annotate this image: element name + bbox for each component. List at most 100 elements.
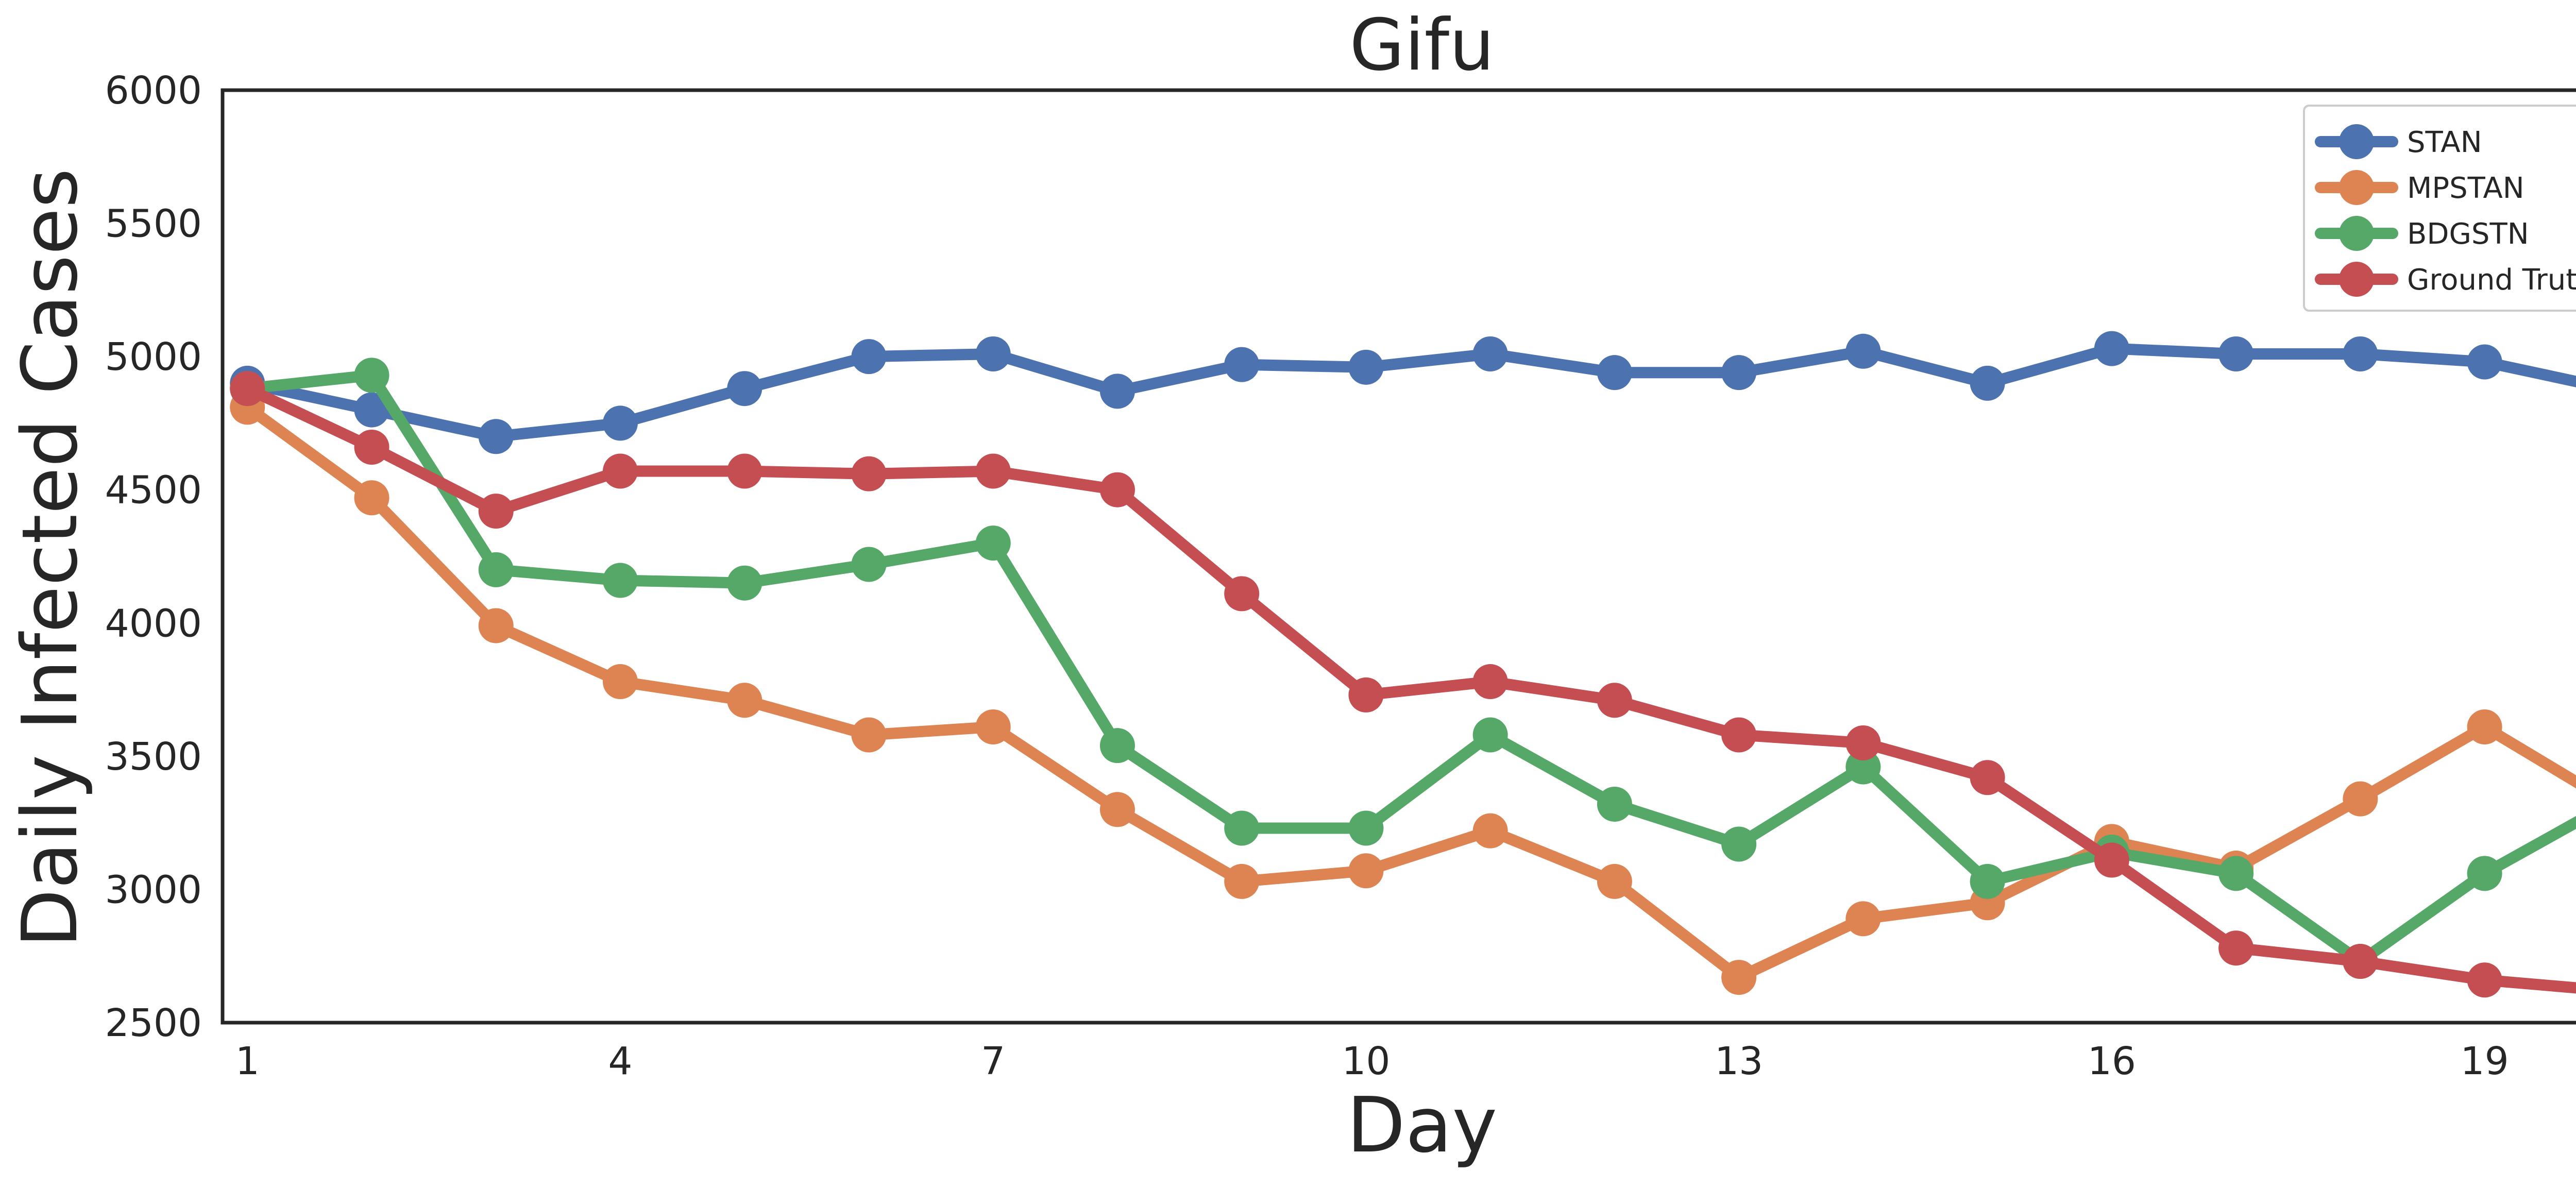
- data-point: [975, 525, 1011, 561]
- legend-label: MPSTAN: [2407, 172, 2524, 205]
- y-tick-label: 2500: [105, 1001, 202, 1045]
- x-tick-label: 19: [2461, 1039, 2509, 1083]
- x-tick-label: 13: [1715, 1039, 1763, 1083]
- data-point: [1099, 472, 1135, 507]
- data-point: [2094, 331, 2129, 366]
- y-tick-label: 4000: [105, 601, 202, 646]
- data-point: [602, 664, 638, 700]
- data-point: [602, 453, 638, 489]
- legend-box: [2303, 105, 2576, 312]
- data-point: [1099, 792, 1135, 827]
- data-point: [354, 358, 389, 393]
- data-point: [1224, 863, 1260, 899]
- data-point: [975, 709, 1011, 744]
- data-point: [2218, 930, 2254, 966]
- legend-marker: [2339, 124, 2374, 159]
- y-tick-label: 6000: [105, 69, 202, 113]
- data-point: [727, 565, 762, 601]
- data-point: [354, 480, 389, 516]
- data-point: [478, 494, 514, 529]
- x-tick-label: 10: [1342, 1039, 1390, 1083]
- data-point: [1348, 810, 1384, 846]
- data-point: [1597, 355, 1632, 391]
- data-point: [1721, 355, 1757, 391]
- data-point: [2094, 842, 2129, 878]
- series-ground-truth: [230, 371, 2576, 998]
- data-point: [1970, 863, 2005, 899]
- data-point: [851, 456, 887, 491]
- data-point: [478, 608, 514, 643]
- legend-marker: [2339, 170, 2374, 205]
- data-point: [230, 371, 265, 406]
- data-point: [2343, 336, 2378, 371]
- series-line: [242, 383, 2576, 994]
- data-point: [1597, 786, 1632, 822]
- legend-label: STAN: [2407, 126, 2482, 159]
- data-point: [2467, 709, 2502, 744]
- plot-frame: [221, 88, 2576, 1025]
- data-point: [1472, 336, 1508, 371]
- x-tick-label: 1: [235, 1039, 260, 1083]
- data-point: [1224, 810, 1260, 846]
- y-axis-label: Daily Infected Cases: [6, 168, 94, 948]
- axis-ticks: 1 4 7 10 13 16 19 2500 3000 3500 4000 4500 5000 5500 6…: [105, 69, 2509, 1083]
- y-tick-label: 4500: [105, 468, 202, 513]
- series-line: [242, 401, 2576, 983]
- data-point: [2218, 856, 2254, 891]
- data-point: [602, 563, 638, 598]
- data-point: [478, 552, 514, 587]
- data-point: [1472, 717, 1508, 753]
- y-tick-label: 3000: [105, 868, 202, 912]
- data-point: [354, 429, 389, 465]
- x-tick-label: 7: [981, 1039, 1005, 1083]
- data-point: [2467, 344, 2502, 380]
- data-point: [1721, 960, 1757, 995]
- legend-label: BDGSTN: [2407, 217, 2529, 251]
- data-point: [727, 371, 762, 406]
- y-tick-label: 5500: [105, 202, 202, 246]
- data-point: [1472, 664, 1508, 700]
- data-point: [1472, 813, 1508, 849]
- data-point: [1597, 863, 1632, 899]
- data-point: [1845, 725, 1881, 760]
- data-point: [727, 453, 762, 489]
- data-point: [1224, 576, 1260, 612]
- x-tick-label: 4: [608, 1039, 632, 1083]
- data-point: [2343, 944, 2378, 979]
- series-layer: [230, 331, 2576, 998]
- series-line: [242, 343, 2576, 443]
- data-point: [1099, 374, 1135, 409]
- data-point: [1845, 333, 1881, 369]
- data-point: [1970, 760, 2005, 795]
- data-point: [1721, 826, 1757, 862]
- series-mpstan: [230, 389, 2576, 995]
- x-axis-label: Day: [1347, 1081, 1497, 1169]
- y-tick-label: 5000: [105, 335, 202, 379]
- legend-label: Ground Truth: [2407, 263, 2576, 297]
- legend-marker: [2339, 216, 2374, 251]
- data-point: [2343, 781, 2378, 817]
- data-point: [478, 419, 514, 454]
- data-point: [1597, 683, 1632, 718]
- data-point: [1348, 349, 1384, 385]
- y-tick-label: 3500: [105, 735, 202, 779]
- data-point: [1845, 749, 1881, 785]
- data-point: [1970, 365, 2005, 401]
- data-point: [354, 392, 389, 428]
- data-point: [1348, 677, 1384, 713]
- data-point: [851, 717, 887, 753]
- chart-title: Gifu: [1349, 4, 1494, 87]
- legend: STAN MPSTAN BDGSTN Ground Truth: [2303, 105, 2576, 312]
- x-tick-label: 16: [2088, 1039, 2136, 1083]
- data-point: [975, 453, 1011, 489]
- data-point: [2467, 856, 2502, 891]
- legend-marker: [2339, 262, 2374, 297]
- data-point: [602, 405, 638, 441]
- data-point: [975, 336, 1011, 371]
- data-point: [851, 547, 887, 582]
- data-point: [1845, 901, 1881, 937]
- data-point: [851, 339, 887, 375]
- data-point: [2218, 336, 2254, 371]
